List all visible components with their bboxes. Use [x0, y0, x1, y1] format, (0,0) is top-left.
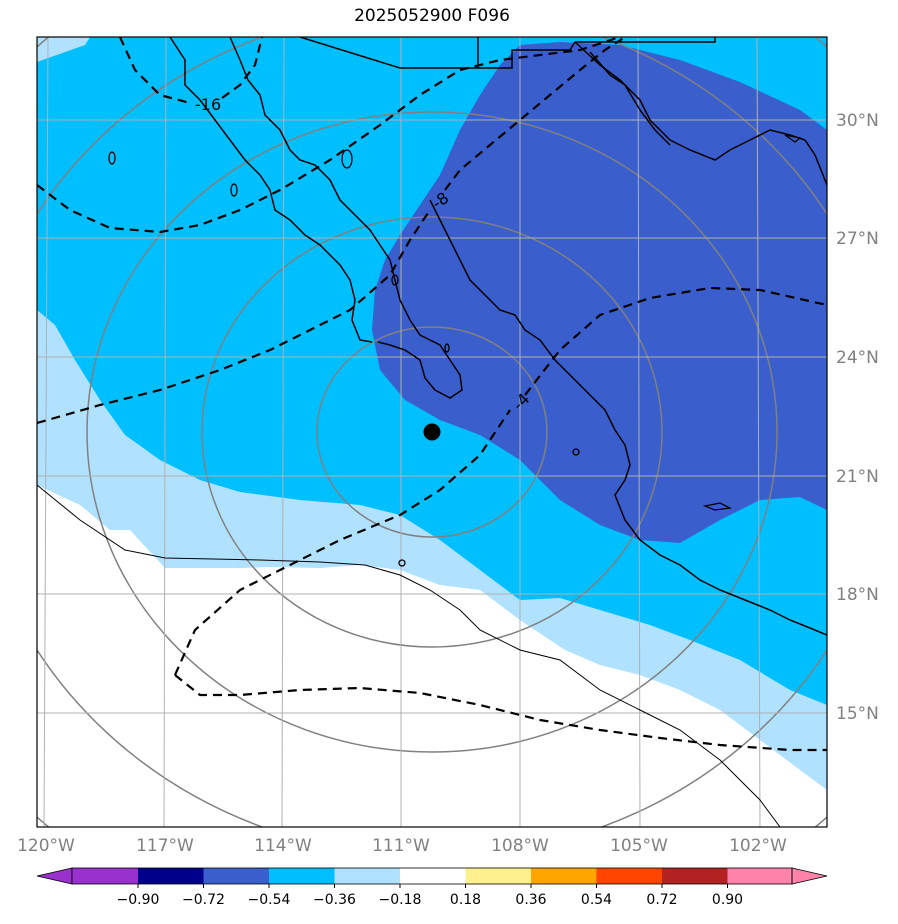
colorbar-segment — [465, 868, 532, 884]
lon-label-105w: 105°W — [610, 836, 668, 856]
map-title: 2025052900 F096 — [354, 6, 510, 26]
colorbar-tick-label: −0.72 — [182, 892, 225, 908]
islands — [108, 134, 802, 567]
storm-center-marker — [423, 423, 441, 441]
colorbar-tick-label: −0.90 — [117, 892, 160, 908]
lat-label-30n: 30°N — [836, 111, 879, 131]
colorbar-tick-label: −0.36 — [313, 892, 356, 908]
lon-label-117w: 117°W — [136, 836, 194, 856]
colorbar-segment — [727, 868, 792, 884]
lon-label-120w: 120°W — [17, 836, 75, 856]
longitude-labels: 120°W 117°W 114°W 111°W 108°W 105°W 102°… — [17, 836, 787, 856]
lon-label-108w: 108°W — [491, 836, 549, 856]
colorbar-segment — [138, 868, 204, 884]
lon-label-102w: 102°W — [729, 836, 787, 856]
latitude-labels: 30°N 27°N 24°N 21°N 18°N 15°N — [836, 111, 879, 724]
colorbar-extend-high — [791, 867, 828, 885]
lat-label-18n: 18°N — [836, 585, 879, 605]
colorbar-tick-label: 0.90 — [712, 892, 743, 908]
lat-label-24n: 24°N — [836, 348, 879, 368]
colorbar-outline — [71, 867, 793, 885]
colorbar-tick-label: 0.36 — [515, 892, 546, 908]
colorbar-segment — [531, 868, 597, 884]
colorbar-segment — [72, 868, 138, 884]
dark-blue-shading — [372, 42, 827, 543]
colorbar-segment — [596, 868, 663, 884]
lat-label-15n: 15°N — [836, 704, 879, 724]
lat-label-27n: 27°N — [836, 229, 879, 249]
colorbar-segment — [269, 868, 335, 884]
colorbar-segment — [334, 868, 401, 884]
colorbar-segment — [203, 868, 270, 884]
colorbar-tick-label: −0.18 — [379, 892, 422, 908]
colorbar-segment — [400, 868, 466, 884]
colorbar-tick-label: −0.54 — [248, 892, 291, 908]
lon-label-114w: 114°W — [254, 836, 312, 856]
lat-label-21n: 21°N — [836, 467, 879, 487]
colorbar-extend-low — [36, 867, 73, 885]
colorbar-segment — [662, 868, 728, 884]
colorbar-tick-label: 0.54 — [581, 892, 612, 908]
lon-label-111w: 111°W — [372, 836, 430, 856]
gridlines — [37, 37, 827, 827]
map-frame — [36, 36, 828, 828]
colorbar-tick-label: 0.72 — [646, 892, 677, 908]
contour-label-neg16: -16 — [195, 95, 221, 114]
colorbar: −0.90 −0.72 −0.54 −0.36 −0.18 0.18 0.36 0.54 0.7… — [36, 867, 828, 908]
dashed-contours — [37, 37, 827, 752]
colorbar-tick-label: 0.18 — [450, 892, 481, 908]
